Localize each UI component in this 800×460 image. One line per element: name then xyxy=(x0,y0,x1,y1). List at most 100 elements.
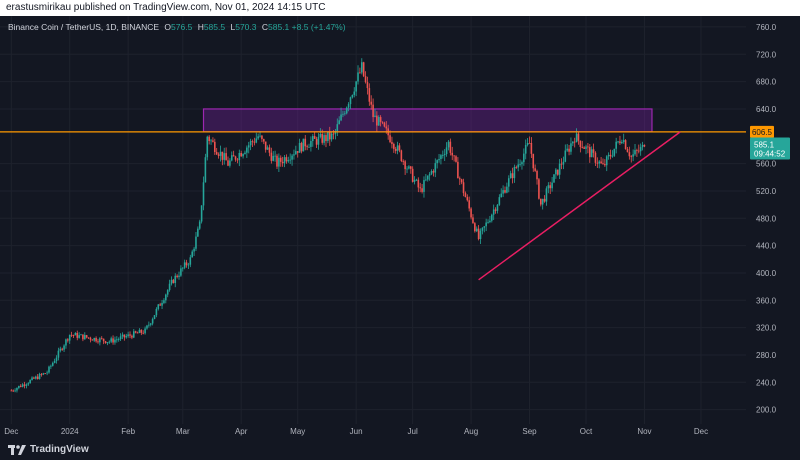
price-chart[interactable]: 200.0 240.0 280.0 320.0 360.0 400.0 440.0 480.0… xyxy=(0,16,800,440)
candle xyxy=(25,383,28,389)
candle-body xyxy=(80,334,82,336)
candle xyxy=(359,67,361,74)
brand-name: TradingView xyxy=(30,444,89,455)
candle-body xyxy=(587,146,589,148)
candle-body xyxy=(328,132,331,140)
candle xyxy=(16,387,18,393)
candle-body xyxy=(300,142,303,152)
candle-body xyxy=(65,339,67,346)
candle-body xyxy=(165,294,167,301)
candle xyxy=(528,136,531,144)
candle-body xyxy=(541,198,544,205)
candle-body xyxy=(453,155,455,157)
candle xyxy=(636,148,638,157)
candle xyxy=(408,165,410,170)
x-tick-label: Oct xyxy=(580,427,593,436)
candle xyxy=(376,111,378,133)
candle xyxy=(285,154,288,164)
candle xyxy=(360,58,363,75)
candle-body xyxy=(583,147,585,149)
x-tick-label: Apr xyxy=(235,427,248,436)
candle xyxy=(151,317,154,326)
candle-body xyxy=(57,350,60,358)
tradingview-logo[interactable]: TradingView xyxy=(8,444,89,455)
candle-body xyxy=(519,164,521,166)
candle-body xyxy=(630,156,633,158)
candle xyxy=(223,147,226,165)
candle xyxy=(187,262,190,270)
candle xyxy=(464,191,467,198)
candle xyxy=(163,298,165,305)
candle-body xyxy=(538,179,540,199)
candle-body xyxy=(628,152,631,157)
candle-body xyxy=(349,97,352,105)
candle-body xyxy=(579,140,582,148)
candle-body xyxy=(511,173,514,179)
candle-body xyxy=(136,332,139,334)
candle xyxy=(46,370,48,376)
candle xyxy=(249,138,252,151)
candle-body xyxy=(442,155,444,156)
candle xyxy=(423,176,425,198)
candle xyxy=(283,154,286,168)
candle xyxy=(176,274,178,279)
candle-body xyxy=(332,133,335,135)
candle xyxy=(621,139,623,145)
candle xyxy=(140,329,143,336)
candle-body xyxy=(31,377,33,380)
candle-body xyxy=(402,161,405,162)
candle-body xyxy=(144,328,146,334)
open-value: 576.5 xyxy=(171,22,193,32)
candle-body xyxy=(210,140,212,142)
candle xyxy=(129,331,131,339)
last-price-tag xyxy=(750,137,790,160)
candle-body xyxy=(498,197,501,205)
candle xyxy=(313,131,316,139)
candle-body xyxy=(287,160,290,162)
candle xyxy=(165,293,167,304)
candle xyxy=(530,137,533,159)
candle-body xyxy=(432,171,435,173)
candle-body xyxy=(605,156,608,166)
candle xyxy=(425,174,427,182)
candle xyxy=(100,336,103,340)
candle-body xyxy=(82,334,84,340)
candle-body xyxy=(138,329,141,334)
candle-body xyxy=(97,341,99,343)
candle-body xyxy=(232,155,235,157)
candle-body xyxy=(470,208,472,218)
candle xyxy=(180,265,182,277)
candle xyxy=(604,159,606,167)
candle xyxy=(12,389,14,392)
candle xyxy=(104,340,107,344)
candle xyxy=(72,334,75,339)
candle-body xyxy=(400,150,403,162)
candle xyxy=(406,166,408,174)
candle xyxy=(208,135,210,145)
candle-body xyxy=(274,155,276,157)
candle xyxy=(134,330,137,334)
high-label: H xyxy=(197,22,204,32)
candle xyxy=(543,195,546,203)
candle-body xyxy=(93,337,96,341)
candle-body xyxy=(617,141,619,143)
candle xyxy=(611,150,614,158)
candle xyxy=(27,382,30,386)
candle xyxy=(166,289,169,298)
y-tick-label: 480.0 xyxy=(756,214,777,223)
time-axis: Dec 2024 Feb Mar Apr May Jun Jul Aug Sep Oct Nov Dec xyxy=(4,427,708,436)
candle xyxy=(355,80,357,97)
candle-body xyxy=(208,136,210,142)
candle xyxy=(436,159,438,169)
candle xyxy=(566,143,568,152)
candle xyxy=(327,132,329,144)
candle xyxy=(564,144,567,163)
candle-body xyxy=(415,179,418,181)
candle xyxy=(83,332,86,340)
candle xyxy=(596,157,599,168)
candle-body xyxy=(483,226,486,228)
candle-body xyxy=(543,198,546,202)
candle-body xyxy=(532,153,535,169)
candle xyxy=(515,165,518,169)
candle xyxy=(80,333,82,336)
